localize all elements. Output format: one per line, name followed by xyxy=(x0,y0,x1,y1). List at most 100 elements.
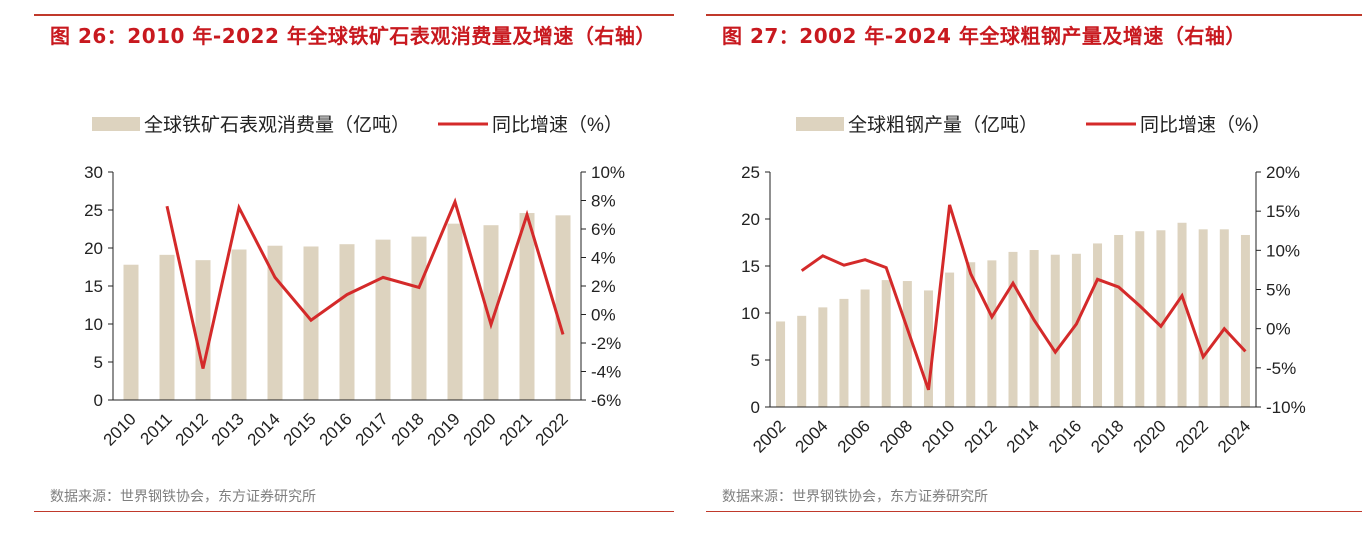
x-tick-label-2019: 2019 xyxy=(424,409,464,449)
top-rule xyxy=(34,14,674,16)
bar-2002 xyxy=(776,321,786,407)
y-right-tick-label: 4% xyxy=(591,249,616,268)
y-left-tick-label: 10 xyxy=(84,315,103,334)
y-left-tick-label: 25 xyxy=(741,163,760,182)
bar-2004 xyxy=(818,307,828,407)
bar-2014 xyxy=(267,245,283,400)
x-tick-label-2014: 2014 xyxy=(1003,416,1043,456)
x-tick-label-2010: 2010 xyxy=(100,409,140,449)
x-tick-label-2006: 2006 xyxy=(834,416,874,456)
y-right-tick-label: 20% xyxy=(1266,163,1300,182)
legend-label-bar: 全球铁矿石表观消费量（亿吨） xyxy=(144,114,410,136)
x-tick-label-2020: 2020 xyxy=(1130,416,1170,456)
y-right-tick-label: 10% xyxy=(591,163,625,182)
y-left-tick-label: 15 xyxy=(741,257,760,276)
legend-swatch-bar xyxy=(796,117,844,131)
bar-2009 xyxy=(923,290,933,407)
bar-2020 xyxy=(1156,230,1166,407)
x-tick-label-2013: 2013 xyxy=(208,409,248,449)
series-line-growth xyxy=(165,197,565,369)
x-tick-label-2016: 2016 xyxy=(1045,416,1085,456)
bar-2011 xyxy=(966,262,976,407)
bar-2010 xyxy=(945,272,955,407)
y-left-tick-label: 5 xyxy=(751,351,760,370)
y-right-tick-label: 0% xyxy=(1266,320,1291,339)
x-tick-label-2016: 2016 xyxy=(316,409,356,449)
y-right-tick-label: 6% xyxy=(591,220,616,239)
bar-2021 xyxy=(1177,222,1187,407)
bar-2024 xyxy=(1240,234,1250,407)
bar-2003 xyxy=(797,315,807,407)
bar-2006 xyxy=(860,289,870,407)
y-right-tick-label: -6% xyxy=(591,391,621,410)
bar-2012 xyxy=(195,260,211,400)
chart-title: 图 27：2002 年-2024 年全球粗钢产量及增速（右轴） xyxy=(722,24,1246,48)
y-left-tick-label: 30 xyxy=(84,163,103,182)
bar-2015 xyxy=(303,246,319,400)
x-tick-label-2014: 2014 xyxy=(244,409,284,449)
chart-panel-left: 图 26：2010 年-2022 年全球铁矿石表观消费量及增速（右轴） 全球铁矿… xyxy=(34,0,674,551)
bar-2005 xyxy=(839,298,849,407)
x-tick-label-2017: 2017 xyxy=(352,409,392,449)
x-tick-label-2022: 2022 xyxy=(1172,416,1212,456)
bar-2021 xyxy=(519,213,535,400)
legend-label-bar: 全球粗钢产量（亿吨） xyxy=(848,114,1038,136)
bottom-rule xyxy=(34,511,674,512)
x-tick-label-2012: 2012 xyxy=(172,409,212,449)
source-note: 数据来源：世界钢铁协会，东方证券研究所 xyxy=(50,489,316,505)
x-tick-label-2010: 2010 xyxy=(918,416,958,456)
bar-2016 xyxy=(339,244,355,400)
legend-swatch-bar xyxy=(92,117,140,131)
bar-2008 xyxy=(902,281,912,407)
y-right-tick-label: -10% xyxy=(1266,398,1306,417)
bar-2018 xyxy=(411,236,427,400)
chart-svg-crude-steel: 全球粗钢产量（亿吨） 同比增速（%） 0 5 10 15 20 25 -10% -5% 0% 5% 10… xyxy=(741,114,1306,457)
bar-2017 xyxy=(1093,243,1103,407)
x-tick-label-2024: 2024 xyxy=(1214,416,1254,456)
bar-2016 xyxy=(1071,253,1081,407)
y-left-tick-label: 5 xyxy=(94,353,103,372)
x-tick-label-2004: 2004 xyxy=(791,416,831,456)
source-note: 数据来源：世界钢铁协会，东方证券研究所 xyxy=(722,489,988,505)
x-tick-label-2018: 2018 xyxy=(388,409,428,449)
y-right-tick-label: 8% xyxy=(591,192,616,211)
y-right-tick-label: 15% xyxy=(1266,202,1300,221)
bar-2010 xyxy=(123,264,139,400)
x-tick-label-2021: 2021 xyxy=(496,409,536,449)
y-right-tick-label: 10% xyxy=(1266,241,1300,260)
bar-2019 xyxy=(1135,231,1145,407)
x-tick-label-2020: 2020 xyxy=(460,409,500,449)
chart-svg-iron-ore: 全球铁矿石表观消费量（亿吨） 同比增速（%） 0 5 10 15 20 25 30 -6% -4% -… xyxy=(84,114,625,450)
bottom-rule xyxy=(706,511,1362,512)
legend-label-line: 同比增速（%） xyxy=(1140,114,1271,136)
y-left-tick-label: 10 xyxy=(741,304,760,323)
x-tick-label-2018: 2018 xyxy=(1087,416,1127,456)
legend-label-line: 同比增速（%） xyxy=(492,114,623,136)
y-left-tick-label: 0 xyxy=(751,398,760,417)
bar-2022 xyxy=(555,215,571,400)
bar-2022 xyxy=(1198,229,1208,407)
y-right-tick-label: -2% xyxy=(591,334,621,353)
y-right-tick-label: 0% xyxy=(591,306,616,325)
bar-2015 xyxy=(1050,254,1060,407)
bar-2011 xyxy=(159,254,175,400)
chart-title: 图 26：2010 年-2022 年全球铁矿石表观消费量及增速（右轴） xyxy=(50,24,656,48)
x-tick-label-2002: 2002 xyxy=(749,416,789,456)
chart-panel-right: 图 27：2002 年-2024 年全球粗钢产量及增速（右轴） 全球粗钢产量（亿… xyxy=(706,0,1362,551)
x-tick-label-2022: 2022 xyxy=(532,409,572,449)
bar-2014 xyxy=(1029,250,1039,407)
bar-2013 xyxy=(1008,251,1018,407)
y-left-tick-label: 15 xyxy=(84,277,103,296)
bar-2012 xyxy=(987,260,997,407)
x-tick-label-2008: 2008 xyxy=(876,416,916,456)
y-left-tick-label: 20 xyxy=(84,239,103,258)
bar-2013 xyxy=(231,249,247,400)
bar-2020 xyxy=(483,225,499,400)
bar-2019 xyxy=(447,223,463,400)
y-left-tick-label: 25 xyxy=(84,201,103,220)
x-tick-label-2011: 2011 xyxy=(137,409,176,448)
x-tick-label-2012: 2012 xyxy=(961,416,1001,456)
top-rule xyxy=(706,14,1362,16)
bar-2017 xyxy=(375,239,391,400)
bar-2023 xyxy=(1219,229,1229,407)
